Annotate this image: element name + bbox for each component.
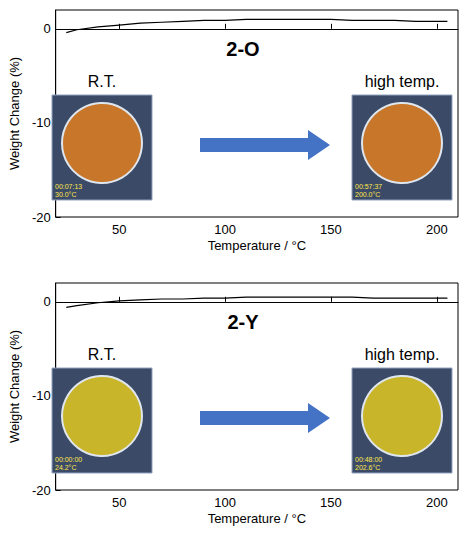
svg-text:100: 100 bbox=[214, 495, 236, 510]
svg-text:-20: -20 bbox=[32, 210, 51, 225]
svg-text:R.T.: R.T. bbox=[88, 346, 116, 363]
svg-text:Temperature / °C: Temperature / °C bbox=[208, 511, 306, 526]
svg-text:00:07:13: 00:07:13 bbox=[55, 183, 82, 190]
svg-text:2-Y: 2-Y bbox=[227, 311, 259, 333]
svg-text:0: 0 bbox=[43, 21, 50, 36]
svg-text:00:57:37: 00:57:37 bbox=[355, 183, 382, 190]
svg-text:00:00:00: 00:00:00 bbox=[55, 456, 82, 463]
svg-text:200.0°C: 200.0°C bbox=[355, 191, 380, 198]
svg-text:24.2°C: 24.2°C bbox=[55, 464, 76, 471]
svg-text:Weight Change (%): Weight Change (%) bbox=[7, 57, 22, 170]
svg-text:50: 50 bbox=[112, 222, 126, 237]
svg-text:high temp.: high temp. bbox=[365, 73, 440, 90]
svg-text:30.0°C: 30.0°C bbox=[55, 191, 76, 198]
svg-text:0: 0 bbox=[43, 294, 50, 309]
svg-text:-10: -10 bbox=[32, 115, 51, 130]
svg-text:R.T.: R.T. bbox=[88, 73, 116, 90]
svg-text:Temperature / °C: Temperature / °C bbox=[208, 238, 306, 253]
svg-text:high temp.: high temp. bbox=[365, 346, 440, 363]
svg-text:-10: -10 bbox=[32, 388, 51, 403]
svg-text:00:48:00: 00:48:00 bbox=[355, 456, 382, 463]
svg-text:200: 200 bbox=[426, 222, 448, 237]
svg-text:50: 50 bbox=[112, 495, 126, 510]
svg-text:200: 200 bbox=[426, 495, 448, 510]
svg-text:150: 150 bbox=[320, 495, 342, 510]
svg-text:2-O: 2-O bbox=[226, 38, 259, 60]
svg-text:150: 150 bbox=[320, 222, 342, 237]
svg-text:202.6°C: 202.6°C bbox=[355, 464, 380, 471]
svg-text:100: 100 bbox=[214, 222, 236, 237]
svg-text:Weight Change (%): Weight Change (%) bbox=[7, 330, 22, 443]
svg-text:-20: -20 bbox=[32, 483, 51, 498]
